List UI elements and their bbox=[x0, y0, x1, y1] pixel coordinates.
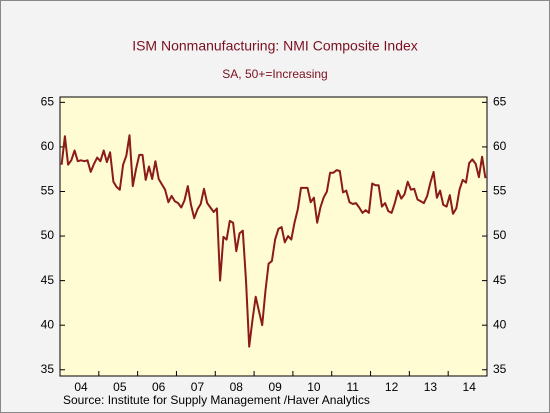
y-tick-label: 65 bbox=[41, 95, 55, 109]
y2-tick-label: 50 bbox=[493, 228, 507, 242]
x-tick-label: 12 bbox=[385, 380, 399, 394]
chart-title: ISM Nonmanufacturing: NMI Composite Inde… bbox=[132, 38, 418, 54]
data-line bbox=[60, 134, 487, 348]
x-tick-label: 08 bbox=[230, 380, 244, 394]
x-tick-label: 13 bbox=[424, 380, 438, 394]
x-tick-label: 10 bbox=[307, 380, 321, 394]
source-note: Source: Institute for Supply Management … bbox=[63, 393, 370, 407]
y-tick-label: 60 bbox=[41, 139, 55, 153]
plot-area bbox=[59, 96, 488, 377]
y2-tick-label: 60 bbox=[493, 139, 507, 153]
y2-tick-label: 65 bbox=[493, 95, 507, 109]
y-tick-label: 40 bbox=[41, 317, 55, 331]
y-tick-label: 35 bbox=[41, 362, 55, 376]
x-tick-label: 04 bbox=[74, 380, 88, 394]
x-tick-label: 05 bbox=[113, 380, 127, 394]
y-tick-label: 50 bbox=[41, 228, 55, 242]
y2-tick-label: 35 bbox=[493, 362, 507, 376]
y-tick-label: 55 bbox=[41, 184, 55, 198]
y-tick-label: 45 bbox=[41, 273, 55, 287]
x-tick-label: 07 bbox=[191, 380, 205, 394]
y2-tick-label: 40 bbox=[493, 317, 507, 331]
x-tick-label: 14 bbox=[463, 380, 477, 394]
y2-tick-label: 45 bbox=[493, 273, 507, 287]
x-tick-label: 09 bbox=[268, 380, 282, 394]
chart-subtitle: SA, 50+=Increasing bbox=[222, 67, 327, 81]
x-tick-label: 06 bbox=[152, 380, 166, 394]
x-tick-label: 11 bbox=[347, 380, 360, 394]
y2-tick-label: 55 bbox=[493, 184, 507, 198]
